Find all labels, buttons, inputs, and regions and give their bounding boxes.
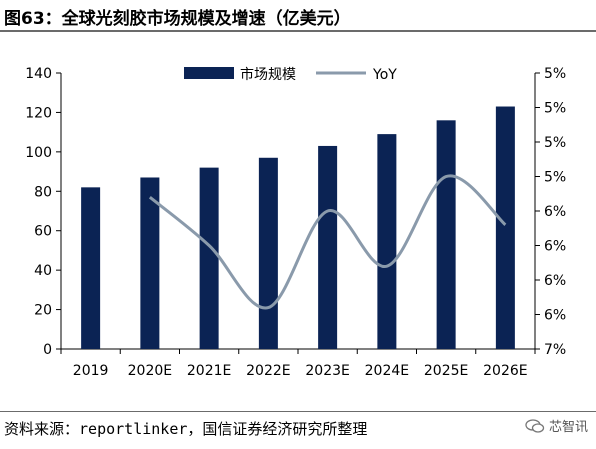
chart: 0 20 40 60 80 100 120 140 5% 5% 5% 5% 6% 6% 6% 6% 7% 2019…: [25, 66, 566, 379]
left-tick-label: 140: [25, 66, 52, 82]
x-tick-label: 2024E: [365, 363, 409, 379]
source-note: 资料来源：reportlinker，国信证券经济研究所整理: [4, 418, 367, 439]
yoy-line: [148, 174, 507, 310]
left-tick-label: 80: [34, 184, 52, 200]
right-tick-label: 6%: [544, 273, 566, 289]
source-name: reportlinker: [79, 420, 188, 438]
legend-swatch-bar: [184, 67, 234, 79]
source-divider: [0, 411, 596, 412]
watermark: 芯智讯: [525, 416, 588, 435]
left-tick-label: 40: [34, 263, 52, 279]
bar: [318, 145, 338, 349]
right-tick-label: 5%: [544, 170, 566, 186]
bar-series: [81, 106, 515, 349]
right-tick-label: 6%: [544, 239, 566, 255]
bar: [495, 106, 515, 349]
bar: [258, 157, 278, 349]
x-tick-label: 2022E: [246, 363, 290, 379]
x-tick-label: 2023E: [305, 363, 349, 379]
bar: [377, 134, 397, 349]
x-tick-label: 2021E: [187, 363, 231, 379]
bar: [140, 177, 160, 349]
left-tick-label: 120: [25, 105, 52, 121]
wechat-icon: [525, 419, 544, 433]
source-rest: ，国信证券经济研究所整理: [187, 420, 368, 438]
right-tick-label: 5%: [544, 66, 566, 82]
x-tick-label: 2025E: [424, 363, 468, 379]
chart-title: 图63：全球光刻胶市场规模及增速（亿美元）: [4, 9, 351, 29]
legend-label-bar: 市场规模: [240, 66, 296, 83]
legend: 市场规模 YoY: [184, 66, 397, 83]
title-divider: [0, 30, 596, 32]
legend-label-line: YoY: [372, 67, 397, 83]
right-tick-label: 5%: [544, 135, 566, 151]
bar: [81, 187, 101, 349]
source-label: 资料来源：: [4, 420, 80, 438]
right-tick-label: 6%: [544, 204, 566, 220]
x-tick-label: 2020E: [128, 363, 172, 379]
right-tick-label: 7%: [544, 342, 566, 358]
x-tick-label: 2026E: [483, 363, 527, 379]
axes: 0 20 40 60 80 100 120 140 5% 5% 5% 5% 6% 6% 6% 6% 7% 2019…: [25, 66, 566, 379]
watermark-text: 芯智讯: [548, 420, 588, 435]
left-tick-label: 0: [43, 342, 52, 358]
left-tick-label: 20: [34, 303, 52, 319]
line-series: [148, 174, 507, 310]
bar: [199, 167, 219, 349]
x-tick-label: 2019: [73, 363, 109, 379]
right-tick-label: 6%: [544, 308, 566, 324]
left-tick-label: 60: [34, 224, 52, 240]
right-tick-label: 5%: [544, 101, 566, 117]
bar: [436, 120, 456, 349]
left-tick-label: 100: [25, 145, 52, 161]
